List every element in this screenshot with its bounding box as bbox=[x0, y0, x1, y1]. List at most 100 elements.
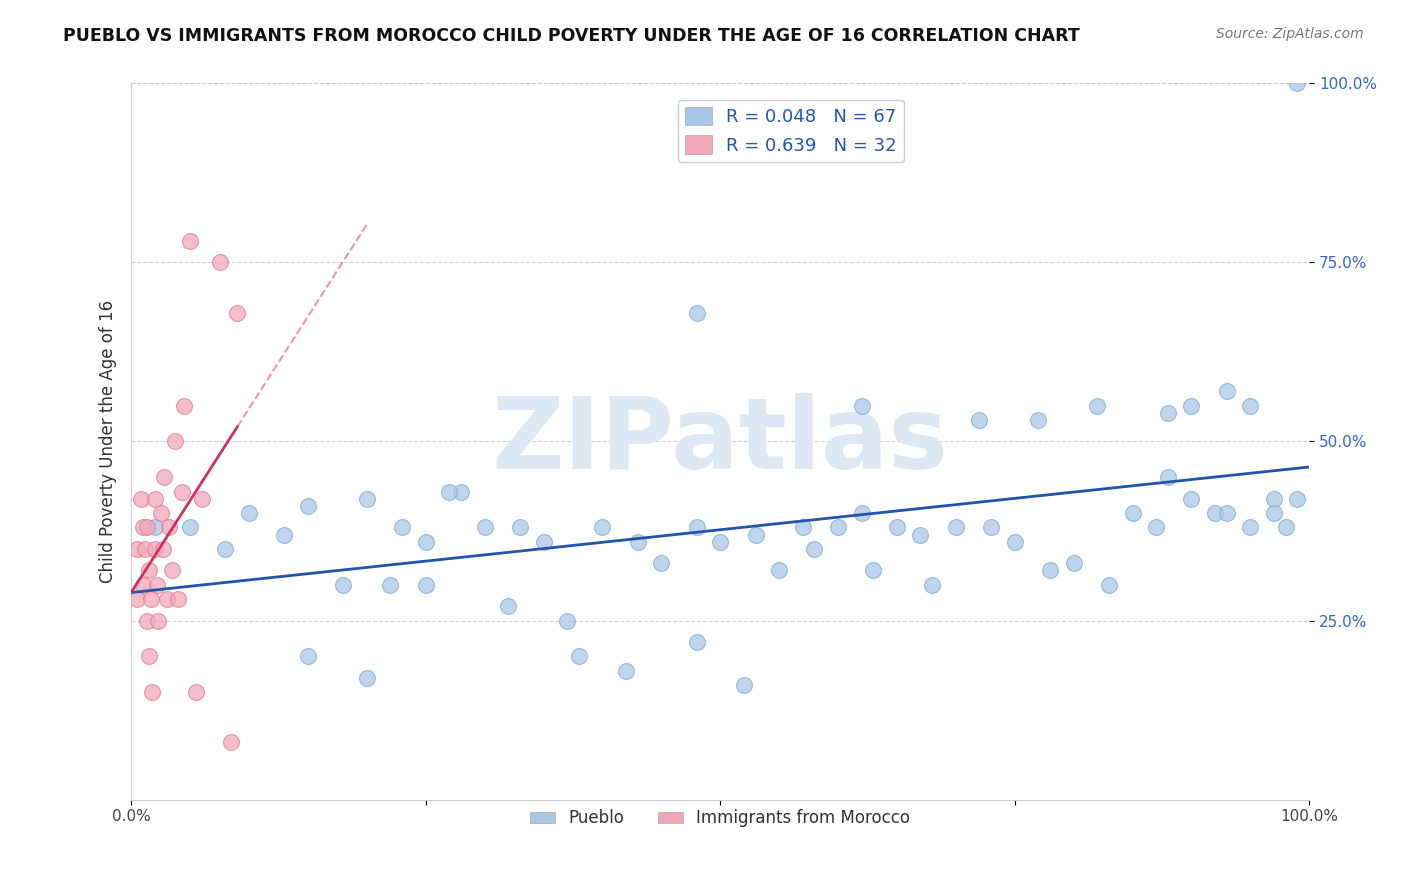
Point bbox=[1180, 491, 1202, 506]
Point bbox=[191, 491, 214, 506]
Point bbox=[1263, 491, 1285, 506]
Point bbox=[297, 649, 319, 664]
Point bbox=[555, 614, 578, 628]
Point bbox=[851, 506, 873, 520]
Point bbox=[910, 527, 932, 541]
Legend: Pueblo, Immigrants from Morocco: Pueblo, Immigrants from Morocco bbox=[523, 803, 917, 834]
Point bbox=[143, 541, 166, 556]
Point bbox=[568, 649, 591, 664]
Point bbox=[439, 484, 461, 499]
Point bbox=[208, 255, 231, 269]
Point bbox=[851, 399, 873, 413]
Point bbox=[127, 592, 149, 607]
Point bbox=[803, 541, 825, 556]
Point bbox=[163, 434, 186, 449]
Point bbox=[415, 577, 437, 591]
Text: ZIPatlas: ZIPatlas bbox=[492, 393, 949, 490]
Point bbox=[138, 563, 160, 577]
Point bbox=[238, 506, 260, 520]
Point bbox=[1144, 520, 1167, 534]
Point bbox=[969, 413, 991, 427]
Point bbox=[129, 491, 152, 506]
Point bbox=[134, 541, 156, 556]
Point bbox=[980, 520, 1002, 534]
Point bbox=[709, 534, 731, 549]
Point bbox=[945, 520, 967, 534]
Point bbox=[141, 685, 163, 699]
Point bbox=[146, 577, 169, 591]
Point bbox=[173, 399, 195, 413]
Point bbox=[650, 556, 672, 570]
Point bbox=[827, 520, 849, 534]
Point bbox=[135, 614, 157, 628]
Point bbox=[509, 520, 531, 534]
Point bbox=[1204, 506, 1226, 520]
Point bbox=[886, 520, 908, 534]
Point bbox=[297, 499, 319, 513]
Point bbox=[155, 592, 177, 607]
Point bbox=[474, 520, 496, 534]
Point bbox=[170, 484, 193, 499]
Point bbox=[496, 599, 519, 614]
Point bbox=[127, 541, 149, 556]
Point bbox=[184, 685, 207, 699]
Point bbox=[768, 563, 790, 577]
Point bbox=[614, 664, 637, 678]
Point bbox=[1216, 506, 1239, 520]
Point bbox=[1263, 506, 1285, 520]
Point bbox=[143, 491, 166, 506]
Point bbox=[356, 491, 378, 506]
Point bbox=[179, 234, 201, 248]
Text: PUEBLO VS IMMIGRANTS FROM MOROCCO CHILD POVERTY UNDER THE AGE OF 16 CORRELATION : PUEBLO VS IMMIGRANTS FROM MOROCCO CHILD … bbox=[63, 27, 1080, 45]
Point bbox=[221, 735, 243, 749]
Point bbox=[214, 541, 236, 556]
Point bbox=[143, 520, 166, 534]
Point bbox=[157, 520, 180, 534]
Point bbox=[792, 520, 814, 534]
Point bbox=[138, 649, 160, 664]
Point bbox=[450, 484, 472, 499]
Point bbox=[152, 541, 174, 556]
Point bbox=[1239, 399, 1261, 413]
Point bbox=[148, 614, 170, 628]
Point bbox=[1063, 556, 1085, 570]
Point bbox=[921, 577, 943, 591]
Point bbox=[1216, 384, 1239, 399]
Point bbox=[744, 527, 766, 541]
Point bbox=[1004, 534, 1026, 549]
Point bbox=[533, 534, 555, 549]
Point bbox=[167, 592, 190, 607]
Point bbox=[1239, 520, 1261, 534]
Point bbox=[1274, 520, 1296, 534]
Point bbox=[415, 534, 437, 549]
Point bbox=[686, 635, 709, 649]
Point bbox=[862, 563, 884, 577]
Point bbox=[627, 534, 650, 549]
Point bbox=[686, 520, 709, 534]
Point bbox=[273, 527, 295, 541]
Point bbox=[179, 520, 201, 534]
Point bbox=[1121, 506, 1143, 520]
Point bbox=[1180, 399, 1202, 413]
Point bbox=[1085, 399, 1108, 413]
Point bbox=[149, 506, 172, 520]
Point bbox=[153, 470, 176, 484]
Point bbox=[1026, 413, 1049, 427]
Point bbox=[1286, 77, 1309, 91]
Point bbox=[141, 592, 163, 607]
Point bbox=[356, 671, 378, 685]
Point bbox=[591, 520, 613, 534]
Point bbox=[226, 305, 249, 319]
Point bbox=[380, 577, 402, 591]
Point bbox=[162, 563, 184, 577]
Point bbox=[132, 577, 155, 591]
Point bbox=[686, 305, 709, 319]
Point bbox=[733, 678, 755, 692]
Point bbox=[1157, 470, 1180, 484]
Text: Source: ZipAtlas.com: Source: ZipAtlas.com bbox=[1216, 27, 1364, 41]
Point bbox=[391, 520, 413, 534]
Point bbox=[332, 577, 354, 591]
Point bbox=[135, 520, 157, 534]
Point bbox=[1039, 563, 1062, 577]
Point bbox=[1286, 491, 1309, 506]
